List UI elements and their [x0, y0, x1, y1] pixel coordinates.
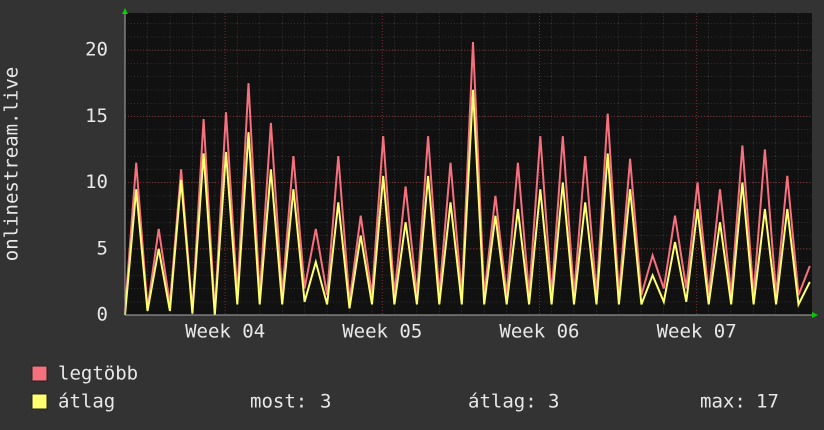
legend-label: legtöbb [58, 363, 138, 385]
y-tick-label: 5 [97, 237, 108, 259]
axis-arrow [812, 312, 818, 318]
y-tick-label: 10 [85, 171, 108, 193]
stat-value: 17 [756, 391, 779, 413]
axis-arrow [122, 8, 128, 14]
y-tick-label: 0 [97, 304, 108, 326]
series-line [124, 42, 811, 313]
legend-swatch [31, 365, 48, 382]
x-tick-label: Week 06 [499, 321, 579, 343]
x-tick-label: Week 04 [185, 321, 265, 343]
legend-swatch [31, 393, 48, 410]
stat-value: 3 [320, 391, 331, 413]
stat-label: most: [250, 391, 307, 413]
y-tick-label: 20 [85, 39, 108, 61]
x-tick-label: Week 05 [342, 321, 422, 343]
stat-value: 3 [548, 391, 559, 413]
series-line [124, 89, 811, 316]
y-tick-label: 15 [85, 105, 108, 127]
y-axis-label: onlinestream.live [1, 67, 23, 261]
stat-label: átlag: [468, 391, 537, 413]
stat-label: max: [700, 391, 746, 413]
x-tick-label: Week 07 [657, 321, 737, 343]
legend-label: átlag [58, 391, 115, 413]
